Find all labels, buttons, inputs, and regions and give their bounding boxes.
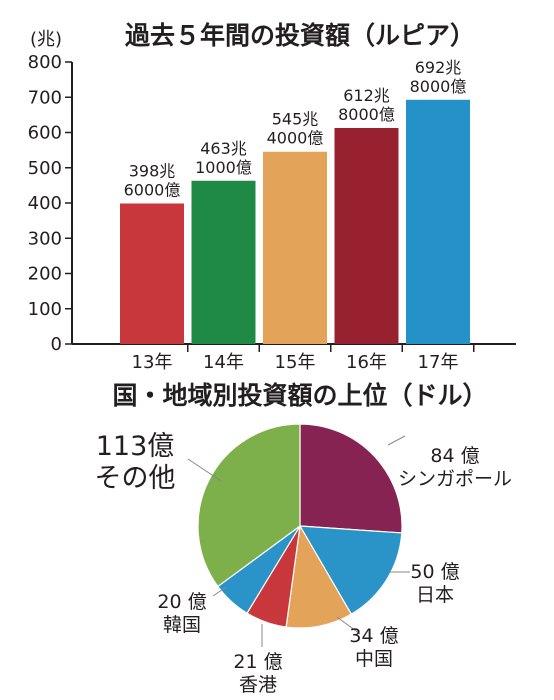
pie-slice-label: その他 (95, 463, 176, 494)
x-tick-label: 14年 (203, 352, 244, 373)
bar-value-label: 692兆 (415, 58, 462, 77)
y-tick-label: 800 (28, 52, 62, 73)
pie-slice-label: 日本 (416, 584, 454, 606)
pie-slice (299, 423, 403, 534)
bar-value-label: 8000億 (410, 77, 467, 96)
bar-value-label: 398兆 (129, 161, 176, 180)
y-unit-label: (兆) (30, 29, 62, 50)
pie-slice-label: 中国 (355, 648, 393, 670)
leader-line (387, 435, 406, 446)
pie-slice-label: シンガポール (398, 468, 512, 490)
bar-value-label: 1000億 (195, 158, 252, 177)
pie-slice (197, 423, 301, 588)
bar-value-label: 545兆 (272, 110, 319, 129)
leader-line (212, 586, 227, 597)
pie-chart-title: 国・地域別投資額の上位（ドル） (112, 381, 487, 410)
x-tick-label: 17年 (418, 352, 459, 373)
y-tick-label: 700 (28, 87, 62, 108)
x-tick-label: 13年 (132, 352, 173, 373)
y-tick-label: 200 (28, 264, 62, 285)
x-tick-label: 16年 (346, 352, 387, 373)
pie-slice (298, 525, 403, 615)
pie-slice-label: 香港 (239, 674, 277, 696)
bar-value-label: 4000億 (267, 129, 324, 148)
bar-chart-title: 過去５年間の投資額（ルピア） (125, 21, 475, 50)
y-tick-label: 100 (28, 299, 62, 320)
y-tick-label: 0 (51, 334, 62, 355)
bar (406, 99, 470, 345)
bar (334, 127, 399, 344)
bar (191, 180, 256, 344)
pie-slice (285, 524, 353, 629)
leader-line (336, 616, 361, 635)
bar-value-label: 463兆 (200, 139, 247, 158)
y-tick-label: 300 (28, 228, 62, 249)
bar-axes: 0 100 200 300 400 500 600 700 800 (28, 52, 516, 355)
pie-slice-label: 韓国 (163, 614, 201, 636)
pie-slice-label: 50 億 (410, 561, 459, 583)
pie-slice-label: 21 億 (233, 651, 282, 673)
pie-slice-label: 20 億 (157, 591, 206, 613)
bar (263, 151, 327, 344)
y-tick-label: 600 (28, 123, 62, 144)
leader-line (187, 458, 222, 482)
bar-value-label: 8000億 (338, 105, 395, 124)
y-tick-label: 500 (28, 158, 62, 179)
y-tick-label: 400 (28, 193, 62, 214)
x-tick-label: 15年 (275, 352, 316, 373)
pie-slice-label: 84 億 (430, 445, 479, 467)
bar-value-label: 6000億 (124, 180, 181, 199)
bar (120, 203, 184, 344)
pie-slice-label: 34 億 (349, 625, 398, 647)
bar-value-label: 612兆 (343, 86, 390, 105)
pie-slice-label: 113億 (96, 431, 175, 462)
